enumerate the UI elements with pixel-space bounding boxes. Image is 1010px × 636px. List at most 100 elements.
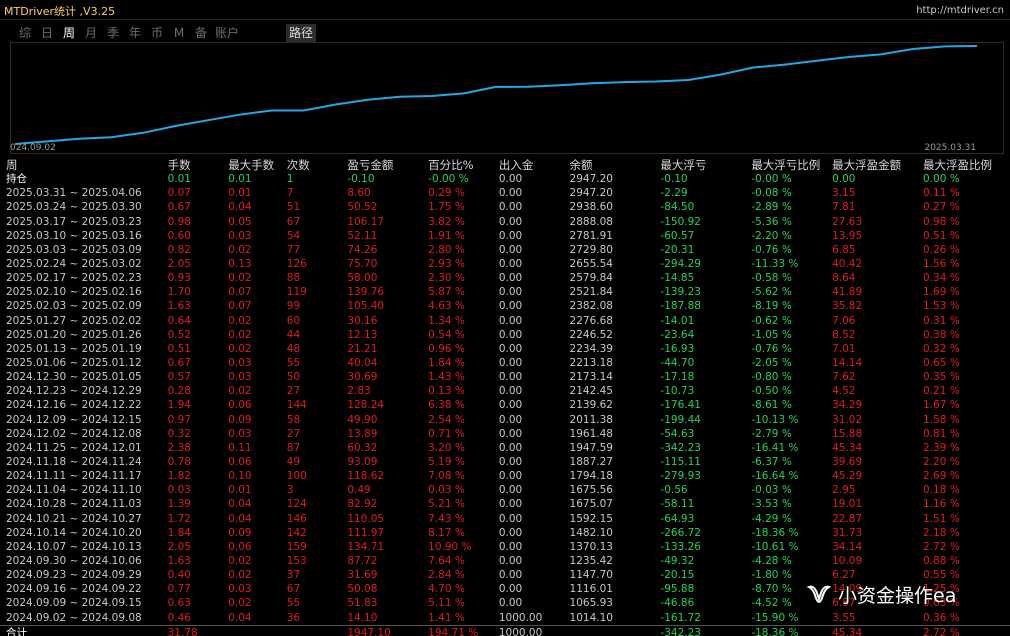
table-row[interactable]: 2024.09.09 ~ 2024.09.15 0.63 0.02 55 51.83 5.… <box>0 596 1010 610</box>
table-row[interactable]: 2024.09.23 ~ 2024.09.29 0.40 0.02 37 31.69 2.… <box>0 568 1010 582</box>
cell-max-lots: 0.07 <box>228 300 252 313</box>
tab-weekly[interactable]: 周 <box>62 26 75 40</box>
table-row[interactable]: 2024.09.02 ~ 2024.09.08 0.46 0.04 36 14.10 1.… <box>0 611 1010 626</box>
table-row[interactable]: 2024.10.28 ~ 2024.11.03 1.39 0.04 124 82.92 5… <box>0 497 1010 511</box>
cell-profit: 58.00 <box>347 272 378 285</box>
cell-max-float-profit: 14.09 <box>832 583 863 596</box>
cell-trades: 146 <box>286 512 307 525</box>
total-row[interactable]: 合计 31.78 1947.10 194.71 % 1000.00 -342.23 -18.… <box>0 624 1010 636</box>
tab-quarterly[interactable]: 季 <box>106 26 119 40</box>
cell-week: 2024.11.18 ~ 2024.11.24 <box>6 456 142 469</box>
tab-monthly[interactable]: 月 <box>84 26 97 40</box>
cell-max-drawdown: -294.29 <box>660 258 701 271</box>
table-row[interactable]: 2025.03.10 ~ 2025.03.16 0.60 0.03 54 52.11 1.… <box>0 229 1010 243</box>
cell-max-float-profit-pct: 1.69 % <box>923 286 960 299</box>
cell-max-float-profit-pct: 0.00 % <box>923 173 960 186</box>
cell-deposit: 0.00 <box>498 526 523 539</box>
cell-max-drawdown: -115.11 <box>660 456 701 469</box>
cell-max-drawdown-pct: -8.61 % <box>751 399 792 412</box>
cell-week: 2025.01.13 ~ 2025.01.19 <box>6 342 142 355</box>
cell-deposit: 0.00 <box>498 413 523 426</box>
table-row[interactable]: 2024.09.16 ~ 2024.09.22 0.77 0.03 67 50.08 4.… <box>0 582 1010 596</box>
table-row[interactable]: 2025.02.17 ~ 2025.02.23 0.93 0.02 88 58.00 2.… <box>0 271 1010 285</box>
website-link[interactable]: http://mtdriver.cn <box>916 5 1004 16</box>
table-row[interactable]: 2025.02.24 ~ 2025.03.02 2.05 0.13 126 75.70 2… <box>0 257 1010 271</box>
cell-balance: 2142.45 <box>569 385 613 398</box>
table-row[interactable]: 2024.12.09 ~ 2024.12.15 0.97 0.09 58 49.90 2.… <box>0 413 1010 427</box>
cell-percent: 0.29 % <box>428 187 465 200</box>
table-row[interactable]: 2024.12.02 ~ 2024.12.08 0.32 0.03 27 13.89 0.… <box>0 427 1010 441</box>
cell-max-float-profit: 6.57 <box>832 597 856 610</box>
cell-deposit: 0.00 <box>498 569 523 582</box>
cell-max-drawdown-pct: -4.29 % <box>751 512 792 525</box>
table-row[interactable]: 2024.11.04 ~ 2024.11.10 0.03 0.01 3 0.49 0.03… <box>0 483 1010 497</box>
table-row[interactable]: 2025.03.03 ~ 2025.03.09 0.82 0.02 77 74.26 2.… <box>0 243 1010 257</box>
table-row[interactable]: 2025.01.06 ~ 2025.01.12 0.67 0.03 55 40.04 1.… <box>0 356 1010 370</box>
col-header-profit[interactable]: 盈亏金额 <box>347 158 394 173</box>
col-header-max-lots[interactable]: 最大手数 <box>228 158 275 173</box>
table-row[interactable]: 2024.11.25 ~ 2024.12.01 2.38 0.11 87 60.32 3.… <box>0 441 1010 455</box>
table-row[interactable]: 2025.01.27 ~ 2025.02.02 0.64 0.02 60 30.16 1.… <box>0 314 1010 328</box>
table-row[interactable]: 2024.11.11 ~ 2024.11.17 1.82 0.10 100 118.62… <box>0 469 1010 483</box>
table-row[interactable]: 2024.11.18 ~ 2024.11.24 0.78 0.06 49 93.09 5.… <box>0 455 1010 469</box>
col-header-balance[interactable]: 余额 <box>569 158 593 173</box>
tab-overview[interactable]: 综 <box>18 26 31 40</box>
cell-week: 持仓 <box>6 173 27 186</box>
cell-week: 2024.09.09 ~ 2024.09.15 <box>6 597 142 610</box>
cell-profit: 31.69 <box>347 569 378 582</box>
col-header-lots[interactable]: 手数 <box>167 158 191 173</box>
table-row[interactable]: 2025.03.17 ~ 2025.03.23 0.98 0.05 67 106.17 3… <box>0 215 1010 229</box>
table-row[interactable]: 2024.12.23 ~ 2024.12.29 0.28 0.02 27 2.83 0.1… <box>0 384 1010 398</box>
cell-max-drawdown-pct: -15.90 % <box>751 611 799 624</box>
cell-max-lots: 0.03 <box>228 357 252 370</box>
cell-max-float-profit: 0.00 <box>832 173 856 186</box>
cell-max-drawdown-pct: -5.36 % <box>751 215 792 228</box>
col-header-max-drawdown-pct[interactable]: 最大浮亏比例 <box>751 158 821 173</box>
table-row[interactable]: 2024.10.07 ~ 2024.10.13 2.05 0.06 159 134.71… <box>0 540 1010 554</box>
table-row[interactable]: 2024.09.30 ~ 2024.10.06 1.63 0.02 153 87.72 7… <box>0 554 1010 568</box>
table-row[interactable]: 2025.02.10 ~ 2025.02.16 1.70 0.07 119 139.76… <box>0 285 1010 299</box>
cell-max-lots: 0.06 <box>228 399 252 412</box>
col-header-percent[interactable]: 百分比% <box>428 158 474 173</box>
cell-max-float-profit: 8.64 <box>832 272 856 285</box>
tab-notes[interactable]: 备 <box>194 26 207 40</box>
cell-week: 2024.12.30 ~ 2025.01.05 <box>6 371 142 384</box>
table-row[interactable]: 2024.12.30 ~ 2025.01.05 0.57 0.03 50 30.69 1.… <box>0 370 1010 384</box>
holding-row[interactable]: 持仓 0.01 0.01 1 -0.10 -0.00 % 0.00 2947.20 -0.10 -… <box>0 172 1010 186</box>
table-row[interactable]: 2025.02.03 ~ 2025.02.09 1.63 0.07 99 105.40 4… <box>0 299 1010 313</box>
cell-max-drawdown-pct: -0.03 % <box>751 484 792 497</box>
cell-max-float-profit-pct: 0.98 % <box>923 215 960 228</box>
table-row[interactable]: 2025.03.24 ~ 2025.03.30 0.67 0.04 51 50.52 1.… <box>0 200 1010 214</box>
cell-lots: 0.63 <box>167 597 191 610</box>
col-header-max-drawdown[interactable]: 最大浮亏 <box>660 158 707 173</box>
table-row[interactable]: 2024.10.21 ~ 2024.10.27 1.72 0.04 146 110.05… <box>0 512 1010 526</box>
table-row[interactable]: 2024.12.16 ~ 2024.12.22 1.94 0.06 144 128.24… <box>0 398 1010 412</box>
table-row[interactable]: 2025.01.20 ~ 2025.01.26 0.52 0.02 44 12.13 0.… <box>0 328 1010 342</box>
tab-account[interactable]: 账户 <box>214 26 239 40</box>
cell-max-lots: 0.02 <box>228 555 252 567</box>
col-header-max-float-profit[interactable]: 最大浮盈金额 <box>832 158 902 173</box>
col-header-week[interactable]: 周 <box>6 158 18 173</box>
cell-profit: 128.24 <box>347 399 385 412</box>
tab-yearly[interactable]: 年 <box>128 26 141 40</box>
col-header-max-float-profit-pct[interactable]: 最大浮盈比例 <box>923 158 992 173</box>
cell-lots: 0.67 <box>167 201 191 214</box>
tab-magic[interactable]: M <box>173 26 185 40</box>
cell-balance: 2011.38 <box>569 413 613 426</box>
path-button[interactable]: 路径 <box>286 24 316 42</box>
col-header-trades[interactable]: 次数 <box>286 158 310 173</box>
cell-balance: 1014.10 <box>569 611 613 624</box>
table-row[interactable]: 2025.01.13 ~ 2025.01.19 0.51 0.02 48 21.21 0.… <box>0 342 1010 356</box>
cell-profit: 75.70 <box>347 258 378 271</box>
cell-profit: 21.21 <box>347 342 378 355</box>
table-row[interactable]: 2024.10.14 ~ 2024.10.20 1.84 0.09 142 111.97… <box>0 526 1010 540</box>
cell-max-drawdown-pct: -0.50 % <box>751 385 792 398</box>
cell-lots: 1.94 <box>167 399 191 412</box>
table-row[interactable]: 2025.03.31 ~ 2025.04.06 0.07 0.01 7 8.60 0.29… <box>0 186 1010 200</box>
cell-max-drawdown: -342.23 <box>654 624 746 636</box>
tab-currency[interactable]: 币 <box>150 26 163 40</box>
tab-daily[interactable]: 日 <box>40 26 53 40</box>
cell-trades: 119 <box>286 286 307 299</box>
col-header-deposit[interactable]: 出入金 <box>498 158 534 173</box>
cell-week: 2024.09.16 ~ 2024.09.22 <box>6 583 142 596</box>
